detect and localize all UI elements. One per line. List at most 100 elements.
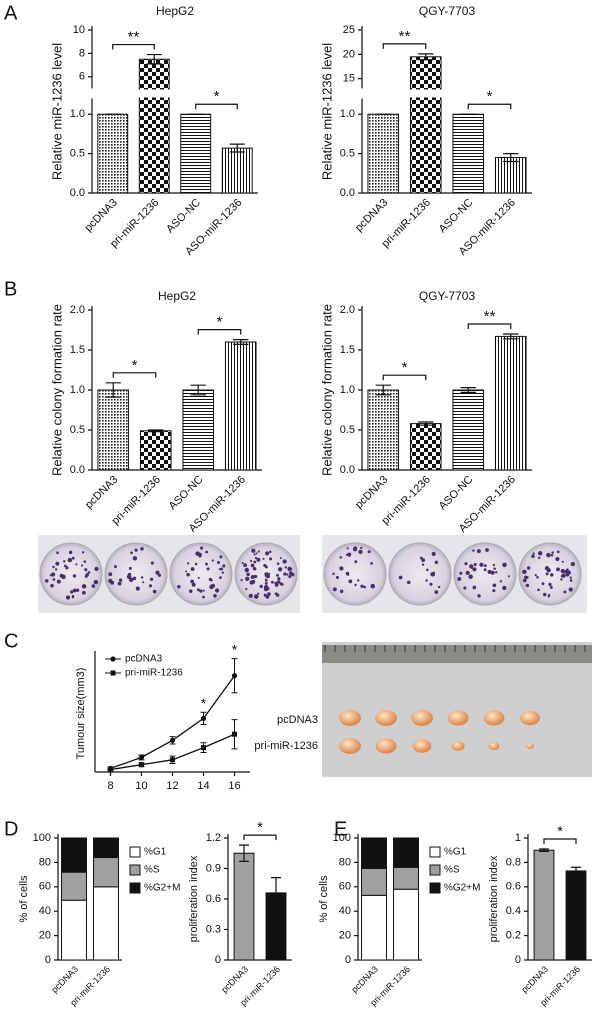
colony [532,552,535,555]
colony [257,592,260,595]
y-tick-label: 0 [215,954,221,966]
y-tick-label: 0 [515,954,521,966]
colony [549,573,554,577]
colony [128,566,132,570]
colony [250,574,255,579]
dish [323,542,387,606]
colony [129,577,134,582]
colony [72,574,77,578]
y-tick-label: 1 [515,832,521,844]
colony [75,563,78,566]
tumour [451,741,465,751]
colony [464,562,468,566]
colony [202,589,205,592]
colony [130,551,133,555]
colony [286,573,289,576]
colony [81,551,85,554]
colony [370,562,373,565]
colony [551,551,554,554]
colony [142,581,145,584]
significance-mark: ** [484,308,496,325]
y-tick-label: 2.0 [70,304,85,316]
bar [224,341,257,471]
colony [185,570,188,573]
significance-mark: * [214,88,220,105]
colony [81,564,84,567]
chart-title: QGY-7703 [419,4,476,18]
colony [284,566,287,569]
y-axis-label: Relative miR-1236 level [49,43,64,180]
colony [483,564,487,568]
bar [97,389,130,471]
colony [277,577,281,581]
colony [537,588,540,592]
colony [473,562,477,567]
bar [180,113,212,194]
y-tick-label: 20 [343,48,355,60]
significance-mark: ** [399,28,411,45]
y-tick-label: 0.6 [206,893,221,905]
legend-label: %G1 [444,847,467,858]
colony [538,551,543,556]
y-tick-label: 6 [79,71,85,83]
colony [256,557,261,562]
significance-mark: * [201,695,207,711]
y-tick-label: 20 [39,930,51,942]
colony [202,595,205,599]
colony [266,574,271,579]
colony [71,556,75,560]
colony [56,551,59,555]
y-tick-label: 0 [45,954,51,966]
colony [59,573,64,578]
colony [52,565,55,569]
error-bar [229,143,245,153]
colony [430,572,436,577]
colony [276,573,279,577]
significance-bracket [382,43,427,49]
panel-label: D [4,818,18,840]
y-tick-label: 0.5 [70,424,85,436]
error-bar [190,384,206,396]
colony [545,572,549,576]
dish [388,542,452,606]
colony [213,594,217,598]
point [170,757,175,763]
significance-mark: * [217,314,223,331]
colony [249,559,253,563]
colony [220,567,223,571]
tumour-photo [322,642,592,777]
colony [283,572,287,576]
colony [546,552,551,558]
legend-swatch [129,864,141,876]
series-line [110,675,236,769]
colony [63,560,66,563]
colony [492,589,496,593]
colony [265,551,270,556]
colony [93,579,99,585]
legend-label: %G1 [144,847,167,858]
colony [155,570,160,575]
bar-segment [361,894,387,961]
error-bar [375,384,391,396]
colony [241,561,244,565]
bar-segment [61,837,87,873]
colony [84,568,88,572]
colony [177,584,181,589]
x-tick-label: pcDNA3 [49,964,80,995]
colony [353,546,358,551]
x-tick-label: pcDNA3 [219,964,250,995]
photo-label: pcDNA3 [277,714,318,726]
point [138,754,145,760]
colony [51,572,56,577]
bar-segment [393,837,419,868]
colony [490,570,495,575]
x-tick-label: pcDNA3 [519,964,550,995]
y-tick-label: 0.9 [206,862,221,874]
colony [188,589,193,594]
colony [531,554,535,559]
colony [81,590,86,595]
colony [499,580,503,583]
bar [409,423,442,471]
colony [135,586,140,591]
colony [94,566,99,571]
